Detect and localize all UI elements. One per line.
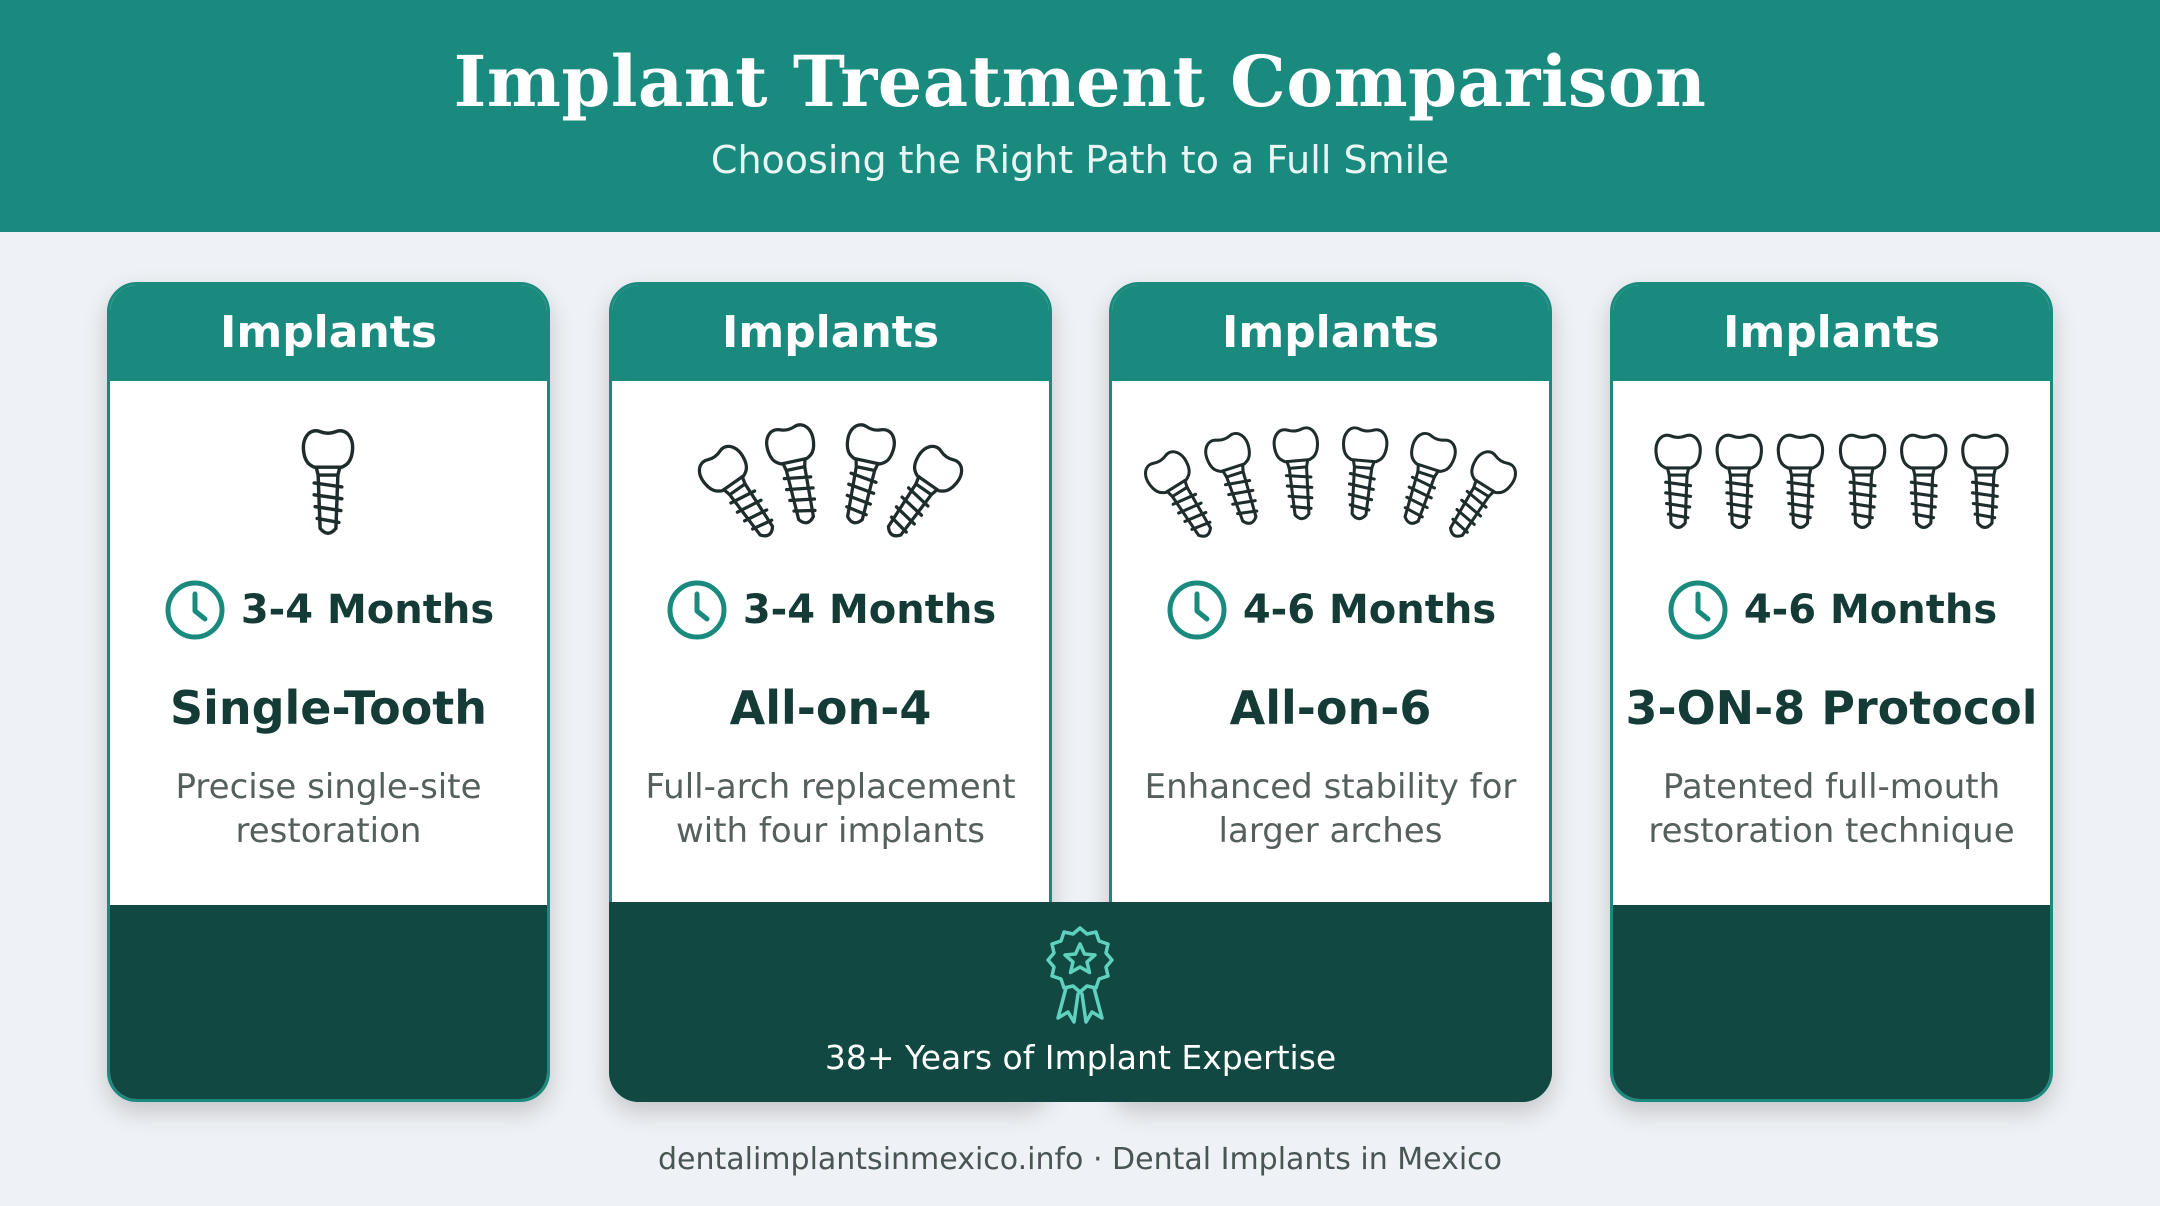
clock-icon bbox=[665, 578, 729, 642]
treatment-name: All-on-4 bbox=[729, 681, 932, 735]
expertise-banner bbox=[609, 902, 1552, 1102]
treatment-description: Enhanced stability for larger arches bbox=[1144, 767, 1517, 851]
clock-icon bbox=[163, 578, 227, 642]
treatment-card-single-tooth: Implants 3-4 Months Single-Tooth Precise… bbox=[107, 282, 550, 1102]
clock-icon bbox=[1666, 578, 1730, 642]
card-header: Implants bbox=[1613, 285, 2050, 381]
page-header: Implant Treatment Comparison Choosing th… bbox=[0, 0, 2160, 232]
award-badge-icon bbox=[1046, 926, 1114, 1024]
card-header: Implants bbox=[110, 285, 547, 381]
six-implants-row-icon bbox=[1613, 415, 2050, 545]
footer-attribution: dentalimplantsinmexico.info · Dental Imp… bbox=[657, 1142, 1503, 1177]
expertise-text: 38+ Years of Implant Expertise bbox=[824, 1038, 1337, 1077]
treatment-description: Full-arch replacement with four implants bbox=[645, 767, 1016, 851]
clock-icon bbox=[1165, 578, 1229, 642]
duration-text: 4-6 Months bbox=[1743, 587, 1998, 633]
duration-row: 4-6 Months bbox=[1613, 575, 2050, 645]
treatment-description: Precise single-site restoration bbox=[175, 767, 482, 851]
card-header: Implants bbox=[612, 285, 1049, 381]
six-implants-arc-icon bbox=[1112, 415, 1549, 549]
page-subtitle: Choosing the Right Path to a Full Smile bbox=[710, 138, 1450, 182]
card-header: Implants bbox=[1112, 285, 1549, 381]
card-footer bbox=[1613, 905, 2050, 1099]
duration-text: 3-4 Months bbox=[742, 587, 997, 633]
card-footer bbox=[110, 905, 547, 1099]
duration-text: 4-6 Months bbox=[1242, 587, 1497, 633]
duration-row: 3-4 Months bbox=[110, 575, 547, 645]
treatment-name: 3-ON-8 Protocol bbox=[1625, 681, 2038, 735]
treatment-name: Single-Tooth bbox=[169, 681, 488, 735]
duration-row: 4-6 Months bbox=[1112, 575, 1549, 645]
treatment-card-3-on-8: Implants 4-6 Months 3-ON-8 Protocol Pate… bbox=[1610, 282, 2053, 1102]
four-implants-icon bbox=[612, 415, 1049, 550]
page-title: Implant Treatment Comparison bbox=[453, 40, 1707, 123]
single-implant-icon bbox=[110, 415, 547, 545]
duration-text: 3-4 Months bbox=[240, 587, 495, 633]
treatment-description: Patented full-mouth restoration techniqu… bbox=[1648, 767, 2015, 851]
duration-row: 3-4 Months bbox=[612, 575, 1049, 645]
treatment-name: All-on-6 bbox=[1229, 681, 1432, 735]
